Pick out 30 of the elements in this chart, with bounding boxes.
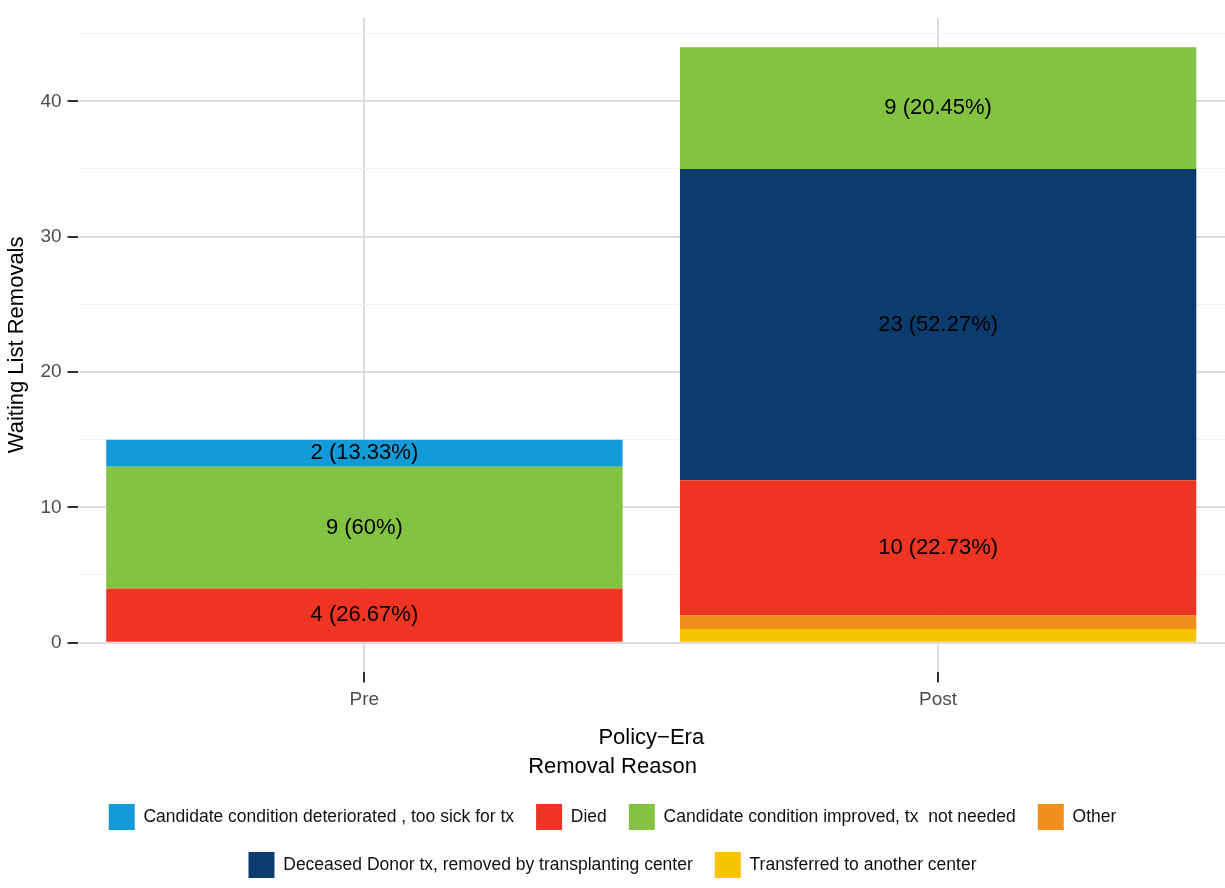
bar [679, 615, 1197, 630]
legend-label: Deceased Donor tx, removed by transplanting center [283, 853, 693, 874]
bar [106, 439, 623, 467]
bar [106, 466, 623, 589]
y-tick-label: 30 [40, 224, 62, 246]
data-label: 10 (22.73%) [878, 533, 999, 559]
y-tick-label: 20 [40, 360, 62, 382]
data-label: 23 (52.27%) [878, 310, 999, 336]
legend-title: Removal Reason [528, 752, 697, 778]
legend-label: Transferred to another center [749, 853, 977, 874]
bar [679, 480, 1197, 616]
bar [679, 47, 1197, 169]
legend-label: Candidate condition deteriorated , too sick for tx [143, 805, 515, 826]
x-tick-label: Pre [349, 688, 380, 710]
x-axis-title: Policy−Era [598, 724, 705, 750]
data-label: 9 (60%) [325, 513, 403, 539]
data-label: 2 (13.33%) [310, 439, 419, 465]
bar [679, 168, 1197, 481]
legend-label: Candidate condition improved, tx not needed [663, 805, 1016, 826]
y-axis-title: Waiting List Removals [3, 236, 29, 454]
y-tick-label: 40 [40, 89, 62, 111]
data-label: 9 (20.45%) [884, 94, 992, 120]
bar [679, 629, 1197, 642]
legend-label: Died [570, 805, 607, 826]
data-label: 4 (26.67%) [310, 601, 419, 627]
y-tick-label: 10 [40, 495, 62, 517]
bar [106, 588, 623, 642]
legend-label: Other [1072, 805, 1117, 826]
x-tick-label: Post [919, 688, 958, 710]
y-tick-label: 0 [50, 630, 62, 652]
